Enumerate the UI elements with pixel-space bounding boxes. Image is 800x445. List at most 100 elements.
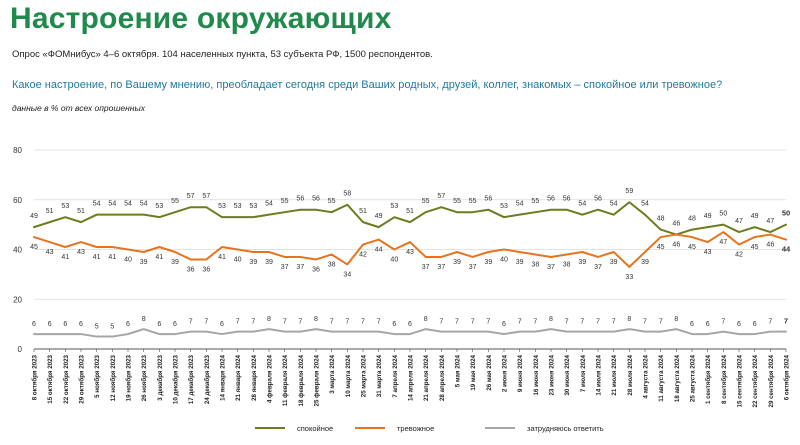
data-label: 5 <box>110 324 114 331</box>
data-label: 55 <box>281 198 289 205</box>
data-label: 45 <box>30 244 38 251</box>
data-label: 54 <box>265 201 273 208</box>
data-label: 54 <box>516 201 524 208</box>
x-tick-label: 10 декабря 2023 <box>173 354 180 404</box>
data-label: 40 <box>124 257 132 264</box>
legend-label: спокойное <box>297 424 333 433</box>
legend-label: тревожное <box>397 424 434 433</box>
y-tick-label: 40 <box>13 246 22 255</box>
data-label: 7 <box>439 319 443 326</box>
data-label: 40 <box>234 257 242 264</box>
data-label: 6 <box>126 321 130 328</box>
x-tick-label: 7 июля 2024 <box>580 354 587 392</box>
x-tick-label: 19 ноября 2023 <box>126 354 133 401</box>
data-label: 34 <box>343 271 351 278</box>
data-label: 37 <box>281 264 289 271</box>
data-label: 7 <box>768 319 772 326</box>
data-label: 53 <box>234 203 242 210</box>
data-label: 8 <box>267 316 271 323</box>
page-title: Настроение окружающих <box>10 2 392 35</box>
x-tick-label: 26 мая 2024 <box>486 354 493 390</box>
data-label: 7 <box>533 319 537 326</box>
data-label: 39 <box>171 259 179 266</box>
data-label: 51 <box>46 208 54 215</box>
data-label: 51 <box>77 208 85 215</box>
x-tick-label: 21 апреля 2024 <box>423 354 430 401</box>
data-label: 51 <box>359 208 367 215</box>
data-label: 7 <box>518 319 522 326</box>
data-label: 7 <box>784 317 788 326</box>
data-label: 41 <box>93 254 101 261</box>
data-label: 7 <box>721 319 725 326</box>
data-label: 39 <box>578 259 586 266</box>
data-label: 7 <box>486 319 490 326</box>
x-tick-label: 24 декабря 2023 <box>204 354 211 404</box>
x-tick-label: 4 августа 2024 <box>643 354 650 398</box>
data-label: 45 <box>751 244 759 251</box>
series-line <box>33 201 787 236</box>
data-label: 6 <box>690 321 694 328</box>
x-tick-label: 28 апреля 2024 <box>439 354 446 401</box>
data-label: 6 <box>79 321 83 328</box>
x-tick-label: 16 июня 2024 <box>533 354 540 395</box>
data-label: 53 <box>390 203 398 210</box>
survey-question: Какое настроение, по Вашему мнению, прео… <box>12 79 723 91</box>
x-tick-label: 8 сентября 2024 <box>721 354 728 404</box>
x-tick-label: 2 июня 2024 <box>502 354 509 392</box>
data-label: 43 <box>406 249 414 256</box>
data-label: 8 <box>314 316 318 323</box>
data-label: 37 <box>296 264 304 271</box>
data-label: 47 <box>735 218 743 225</box>
data-label: 37 <box>594 264 602 271</box>
data-label: 50 <box>782 209 790 218</box>
x-tick-label: 23 июня 2024 <box>549 354 556 395</box>
data-label: 33 <box>625 274 633 281</box>
data-label: 39 <box>610 259 618 266</box>
data-label: 36 <box>187 266 195 273</box>
x-tick-label: 3 декабря 2023 <box>157 354 164 400</box>
data-label: 6 <box>157 321 161 328</box>
x-tick-label: 19 мая 2024 <box>470 354 477 390</box>
data-label: 49 <box>30 213 38 220</box>
data-label: 56 <box>296 196 304 203</box>
x-tick-label: 26 ноября 2023 <box>141 354 148 401</box>
data-label: 6 <box>48 321 52 328</box>
data-label: 54 <box>93 201 101 208</box>
y-tick-label: 80 <box>13 146 22 155</box>
y-tick-label: 60 <box>13 196 22 205</box>
data-label: 39 <box>140 259 148 266</box>
data-label: 55 <box>469 198 477 205</box>
data-label: 43 <box>704 249 712 256</box>
data-label: 41 <box>61 254 69 261</box>
data-label: 6 <box>63 321 67 328</box>
data-label: 7 <box>471 319 475 326</box>
data-label: 56 <box>594 196 602 203</box>
data-label: 37 <box>437 264 445 271</box>
data-label: 7 <box>643 319 647 326</box>
data-label: 7 <box>596 319 600 326</box>
data-label: 57 <box>187 193 195 200</box>
x-tick-label: 18 августа 2024 <box>674 354 681 402</box>
x-tick-label: 30 июня 2024 <box>564 354 571 395</box>
data-label: 7 <box>345 319 349 326</box>
data-label: 59 <box>625 188 633 195</box>
x-tick-label: 28 июля 2024 <box>627 354 634 395</box>
data-label: 6 <box>173 321 177 328</box>
x-tick-label: 11 августа 2024 <box>658 354 665 401</box>
data-label: 6 <box>408 321 412 328</box>
x-tick-label: 6 октября 2024 <box>784 354 791 400</box>
data-label: 47 <box>766 218 774 225</box>
data-label: 7 <box>298 319 302 326</box>
data-label: 43 <box>77 249 85 256</box>
data-label: 42 <box>735 252 743 259</box>
x-tick-label: 25 марта 2024 <box>361 354 368 397</box>
data-label: 41 <box>108 254 116 261</box>
x-tick-label: 15 октября 2023 <box>47 354 54 403</box>
data-label: 39 <box>484 259 492 266</box>
data-label: 37 <box>547 264 555 271</box>
data-label: 40 <box>500 257 508 264</box>
data-label: 46 <box>672 242 680 249</box>
data-label: 6 <box>32 321 36 328</box>
data-label: 39 <box>641 259 649 266</box>
